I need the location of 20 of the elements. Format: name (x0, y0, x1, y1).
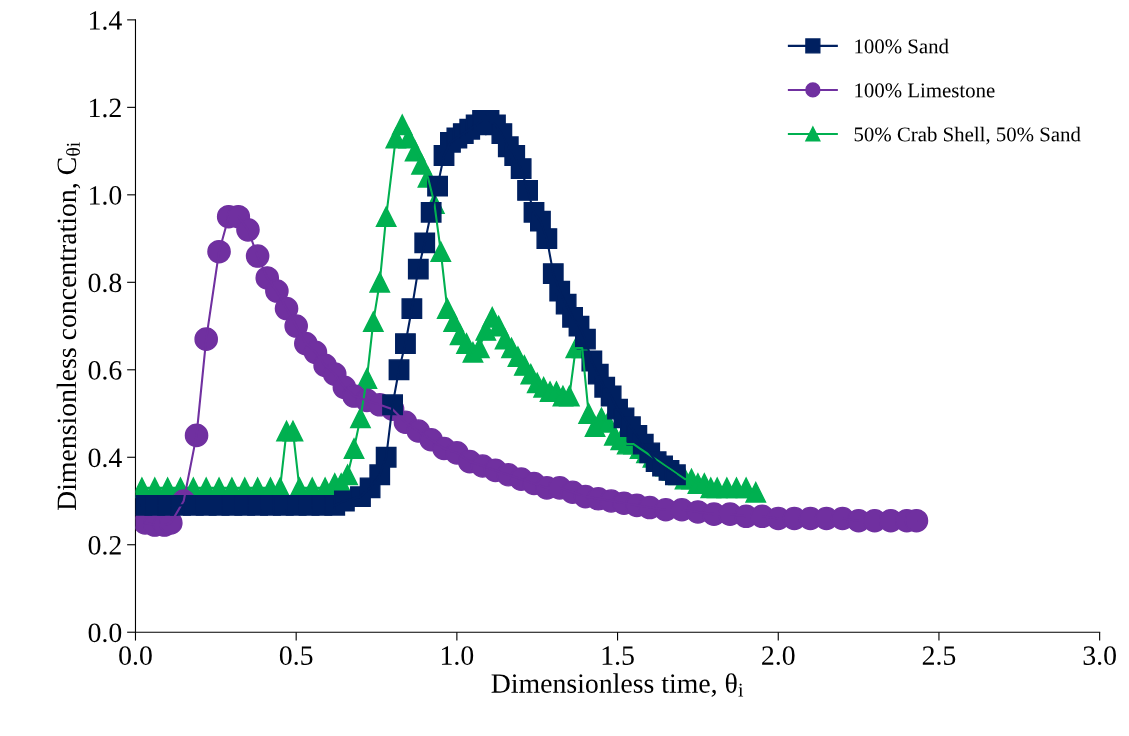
y-tick-label: 1.2 (90, 98, 121, 118)
legend-label: 100% Limestone (855, 83, 995, 98)
legend-label: 100% Sand (855, 38, 949, 54)
x-tick-label: 2.0 (762, 646, 795, 666)
y-tick-label: 0.2 (88, 535, 121, 555)
x-tick-label: 0.5 (279, 646, 313, 666)
y-tick-label: 0.8 (88, 273, 122, 293)
y-tick-label: 0.6 (88, 360, 122, 380)
x-tick-label: 1.0 (441, 646, 474, 666)
x-tick-label: 2.5 (922, 646, 956, 666)
y-tick-label: 1.0 (90, 186, 122, 205)
x-axis-title: Dimensionless time, θ$_{i}$ (491, 673, 744, 697)
y-tick-label: 1.4 (90, 11, 122, 30)
y-tick-label: 0.4 (88, 448, 122, 468)
x-tick-label: 3.0 (1083, 646, 1116, 666)
y-axis-title: Dimensionless concentration, C$_{θi}$ (56, 142, 81, 511)
x-tick-label: 0.0 (119, 646, 152, 666)
legend-label: 50% Crab Shell, 50% Sand (854, 126, 1081, 145)
x-tick-label: 1.5 (602, 646, 634, 666)
y-tick-label: 0.0 (88, 623, 122, 643)
